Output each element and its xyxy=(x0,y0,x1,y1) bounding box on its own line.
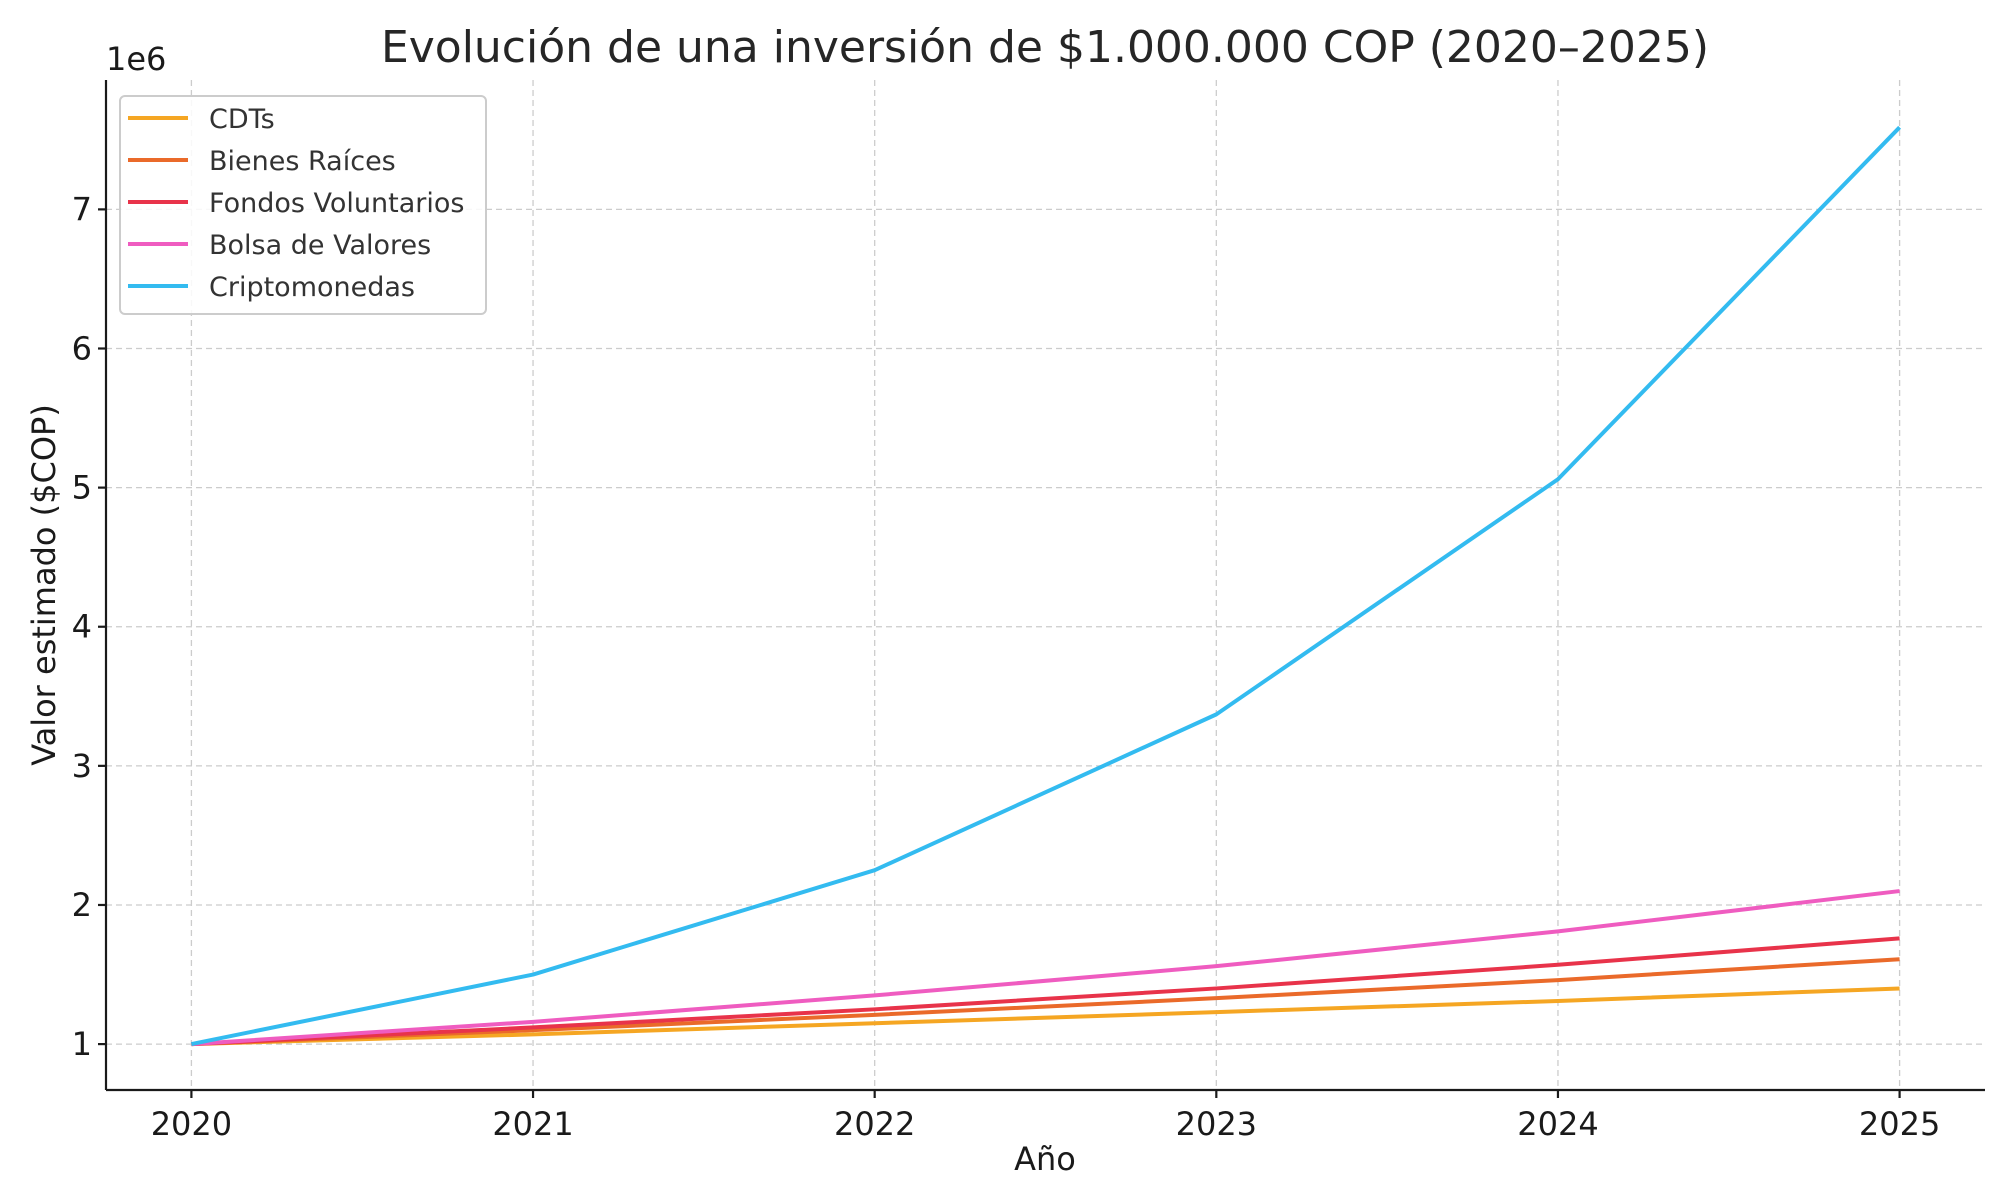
legend-label-fondos-voluntarios: Fondos Voluntarios xyxy=(209,188,464,219)
series-line-cdts xyxy=(191,986,1900,1047)
y-tick-label: 5 xyxy=(72,469,92,507)
x-tick-label: 2024 xyxy=(1517,1105,1598,1143)
x-tick-label: 2022 xyxy=(834,1105,915,1143)
legend-box xyxy=(119,95,487,315)
x-axis-label: Año xyxy=(1014,1140,1076,1178)
axes xyxy=(104,80,1985,1092)
series-line-bolsa-de-valores xyxy=(191,889,1900,1047)
y-tick-label: 7 xyxy=(72,190,92,228)
y-tick-label: 1 xyxy=(72,1025,92,1063)
legend-label-bolsa-de-valores: Bolsa de Valores xyxy=(209,230,431,261)
chart-title: Evolución de una inversión de $1.000.000… xyxy=(381,22,1709,73)
y-tick-label: 2 xyxy=(72,886,92,924)
y-tick-label: 4 xyxy=(72,608,92,646)
x-tick-label: 2020 xyxy=(151,1105,232,1143)
series-line-criptomonedas xyxy=(191,125,1902,1047)
x-tick-label: 2023 xyxy=(1176,1105,1257,1143)
y-axis-offset-label: 1e6 xyxy=(106,40,166,78)
grid-lines xyxy=(106,80,1985,1090)
y-axis-label: Valor estimado ($COP) xyxy=(25,404,63,766)
tick-labels: 2020 2021 2022 2023 2024 2025 1 2 3 4 5 6 7 xyxy=(72,190,1941,1143)
legend: CDTs Bienes Raíces Fondos Voluntarios Bolsa… xyxy=(119,95,487,315)
legend-label-cdts: CDTs xyxy=(209,104,275,135)
legend-label-criptomonedas: Criptomonedas xyxy=(209,272,415,303)
y-tick-label: 3 xyxy=(72,747,92,785)
series-line-bienes-raices xyxy=(191,957,1900,1047)
series-lines xyxy=(191,125,1902,1047)
legend-label-bienes-raices: Bienes Raíces xyxy=(209,146,396,177)
series-line-fondos-voluntarios xyxy=(191,936,1900,1047)
x-tick-label: 2025 xyxy=(1859,1105,1940,1143)
y-tick-label: 6 xyxy=(72,329,92,367)
x-tick-label: 2021 xyxy=(492,1105,573,1143)
